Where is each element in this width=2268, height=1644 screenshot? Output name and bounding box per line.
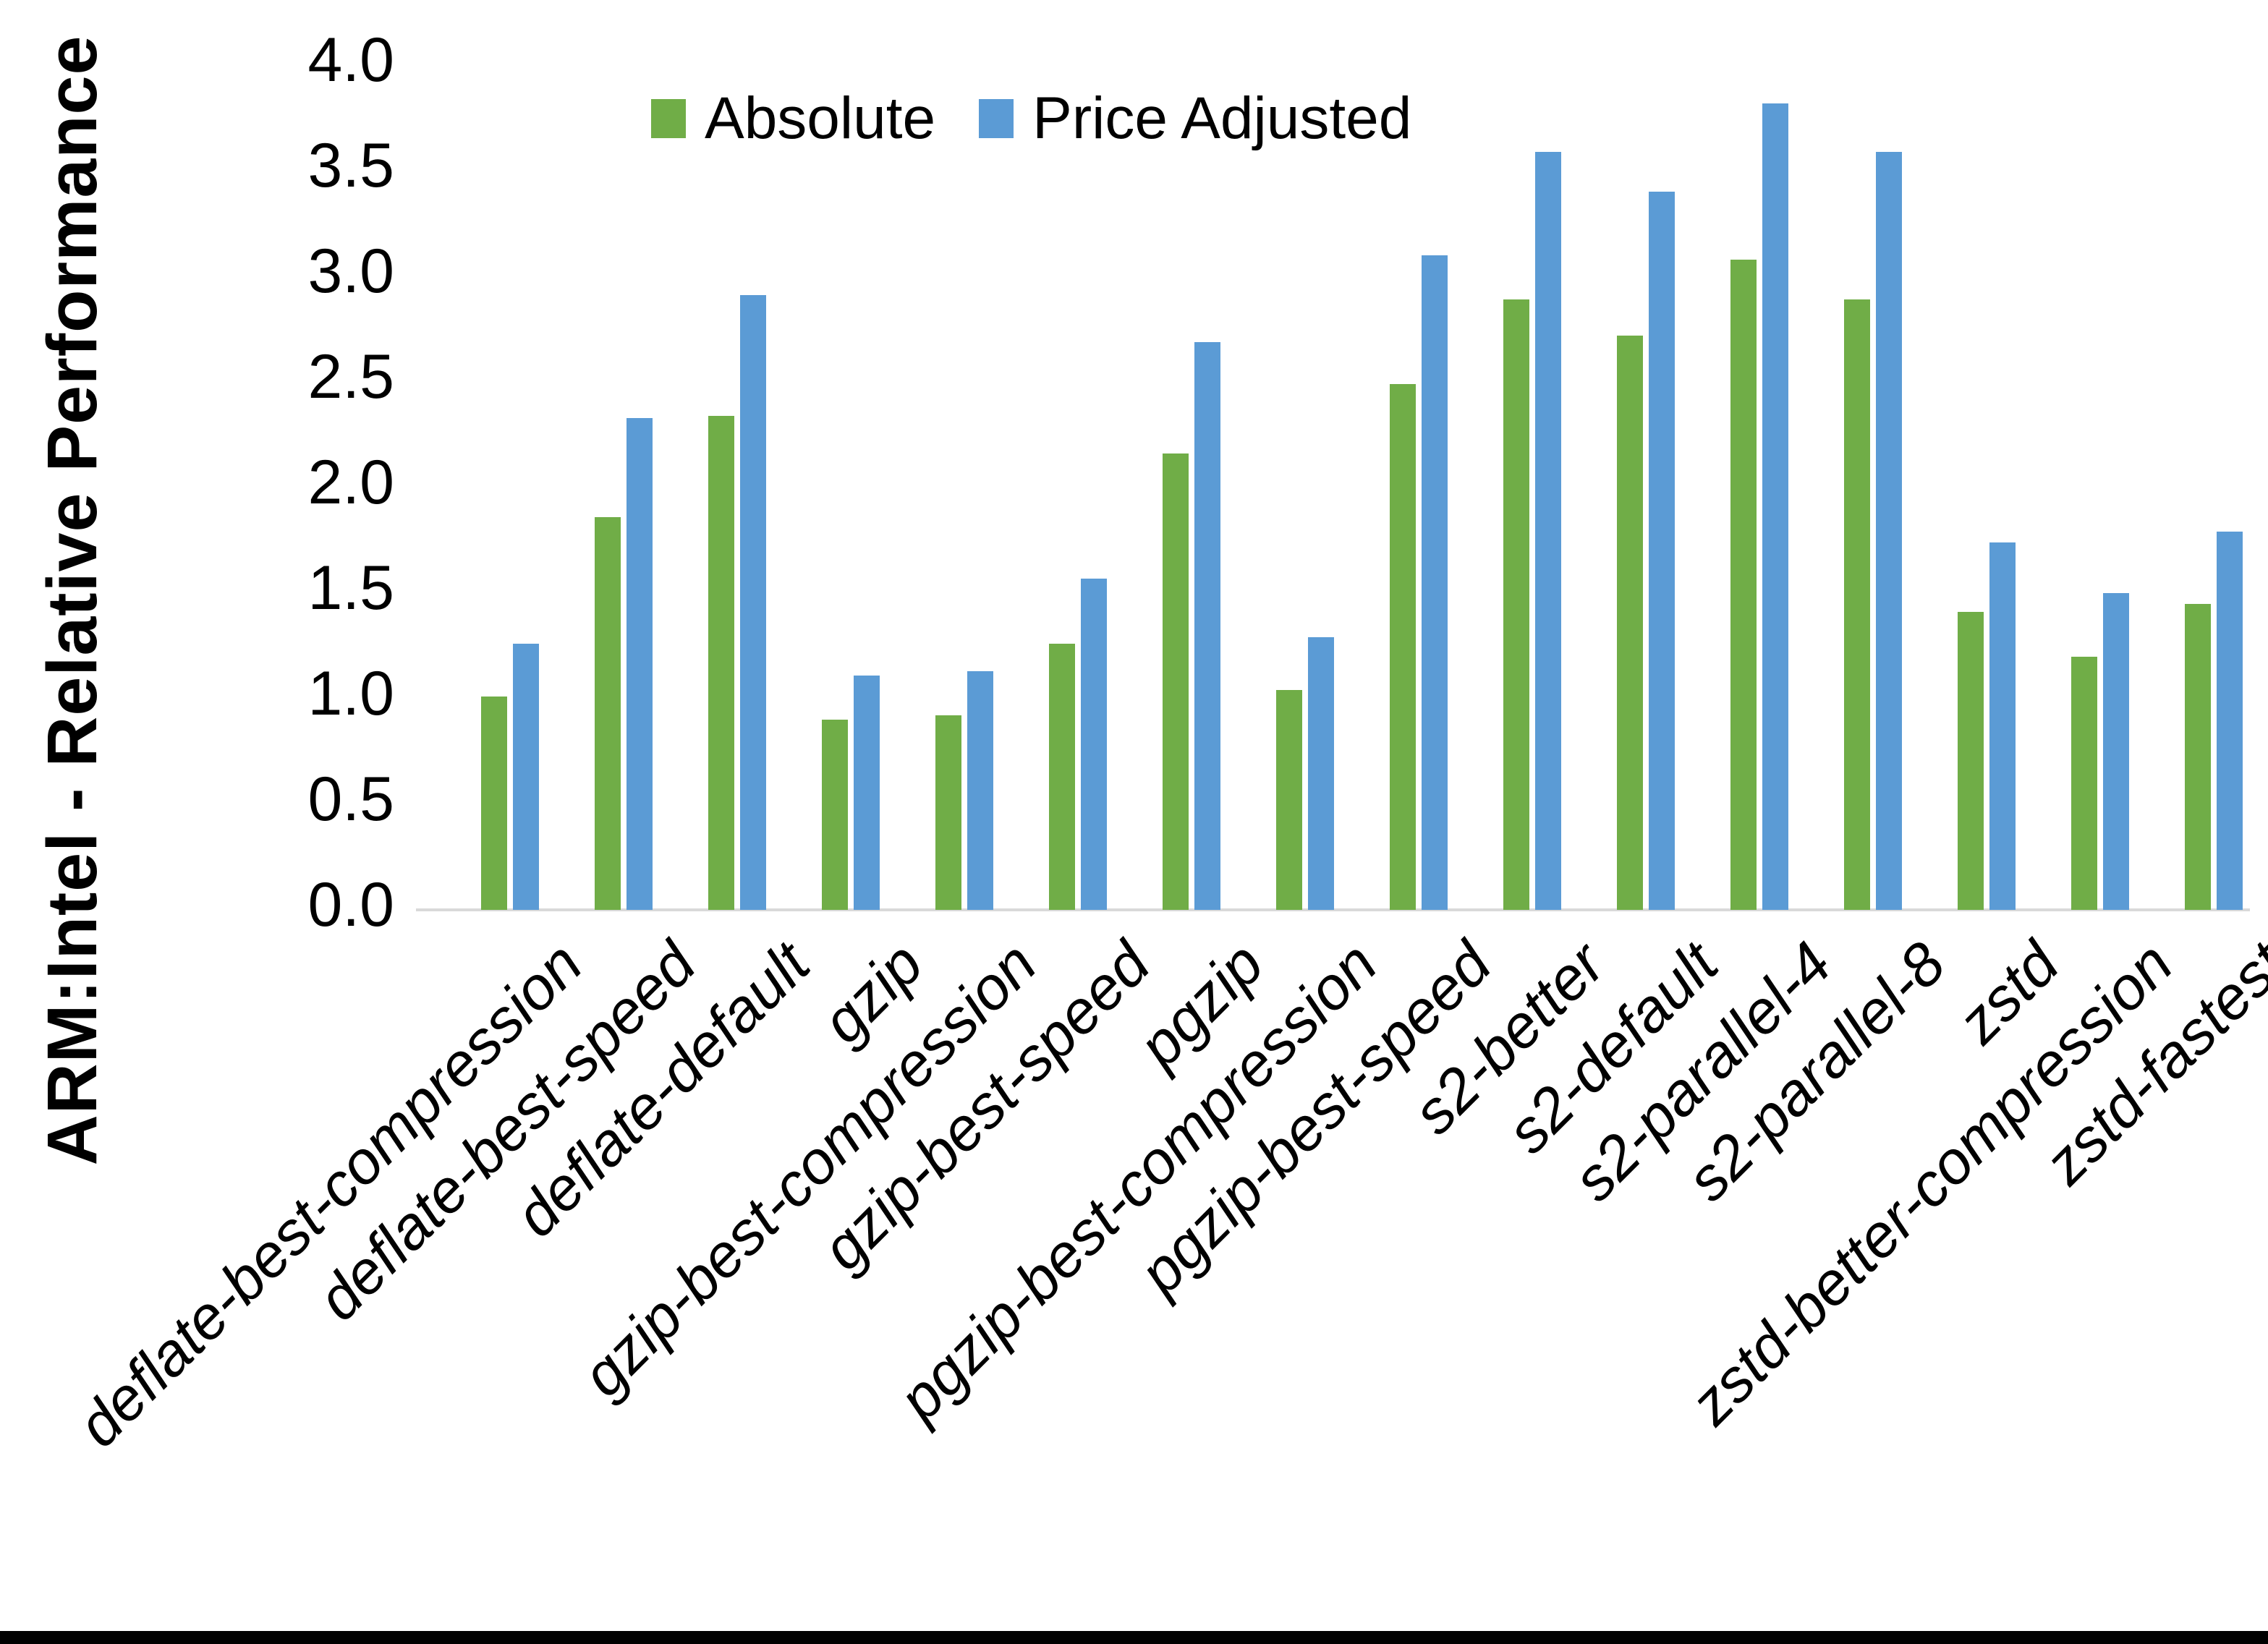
plot-area: 0.0 0.5 1.0 1.5 2.0 2.5 3.0 3.5 4.0 deflate-best-…	[64, 25, 2268, 1460]
bar-s2-parallel-8-price-adjusted	[1876, 152, 1902, 910]
y-axis-title: ARM:Intel - Relative Performance	[33, 35, 111, 1166]
bar-gzip-absolute	[822, 720, 848, 910]
legend-item-absolute: Absolute	[651, 85, 935, 153]
x-axis-line	[416, 908, 2250, 911]
bar-s2-default-absolute	[1617, 336, 1643, 910]
y-tick-label-1.0: 1.0	[307, 659, 394, 728]
legend-item-price-adjusted: Price Adjusted	[979, 85, 1411, 153]
bar-s2-better-price-adjusted	[1535, 152, 1561, 910]
bar-deflate-best-speed-price-adjusted	[627, 418, 653, 910]
y-tick-label-4.0: 4.0	[307, 25, 394, 95]
y-tick-label-2.5: 2.5	[307, 342, 394, 412]
bar-pgzip-best-compression-price-adjusted	[1308, 637, 1334, 910]
bar-s2-parallel-8-absolute	[1844, 299, 1870, 910]
bar-pgzip-best-speed-price-adjusted	[1422, 255, 1448, 910]
bar-s2-parallel-4-price-adjusted	[1762, 103, 1788, 910]
bar-deflate-default-absolute	[708, 416, 734, 910]
bottom-border-bar	[0, 1631, 2268, 1644]
legend-swatch-absolute	[651, 99, 686, 138]
legend: Absolute Price Adjusted	[651, 85, 1411, 152]
bar-pgzip-price-adjusted	[1194, 342, 1220, 910]
bar-zstd-better-compression-price-adjusted	[2103, 593, 2129, 910]
y-tick-label-0.0: 0.0	[307, 870, 394, 940]
y-tick-label-3.5: 3.5	[307, 131, 394, 200]
bar-zstd-fastest-absolute	[2185, 604, 2211, 910]
bar-deflate-default-price-adjusted	[740, 295, 766, 910]
bar-s2-default-price-adjusted	[1649, 192, 1675, 910]
bar-gzip-best-speed-price-adjusted	[1081, 579, 1107, 910]
bar-s2-better-absolute	[1503, 299, 1529, 910]
bar-pgzip-best-compression-absolute	[1276, 690, 1302, 910]
bar-zstd-better-compression-absolute	[2071, 657, 2097, 910]
bar-zstd-fastest-price-adjusted	[2217, 532, 2243, 910]
bar-gzip-best-compression-absolute	[935, 715, 961, 910]
bar-pgzip-best-speed-absolute	[1390, 384, 1416, 910]
bar-gzip-best-speed-absolute	[1049, 644, 1075, 910]
legend-label-absolute: Absolute	[705, 85, 936, 151]
y-tick-label-3.0: 3.0	[307, 237, 394, 306]
bar-zstd-price-adjusted	[1989, 542, 2016, 910]
bar-pgzip-absolute	[1163, 453, 1189, 910]
bar-deflate-best-compression-price-adjusted	[513, 644, 539, 910]
bar-deflate-best-speed-absolute	[595, 517, 621, 910]
legend-swatch-price-adjusted	[979, 99, 1014, 138]
bar-zstd-absolute	[1958, 612, 1984, 910]
bar-gzip-price-adjusted	[854, 676, 880, 910]
bar-s2-parallel-4-absolute	[1730, 260, 1757, 910]
legend-label-price-adjusted: Price Adjusted	[1032, 85, 1412, 151]
bar-gzip-best-compression-price-adjusted	[967, 671, 993, 910]
y-tick-label-2.0: 2.0	[307, 448, 394, 517]
y-tick-label-0.5: 0.5	[307, 764, 394, 834]
bar-deflate-best-compression-absolute	[481, 697, 507, 910]
y-tick-label-1.5: 1.5	[307, 553, 394, 623]
